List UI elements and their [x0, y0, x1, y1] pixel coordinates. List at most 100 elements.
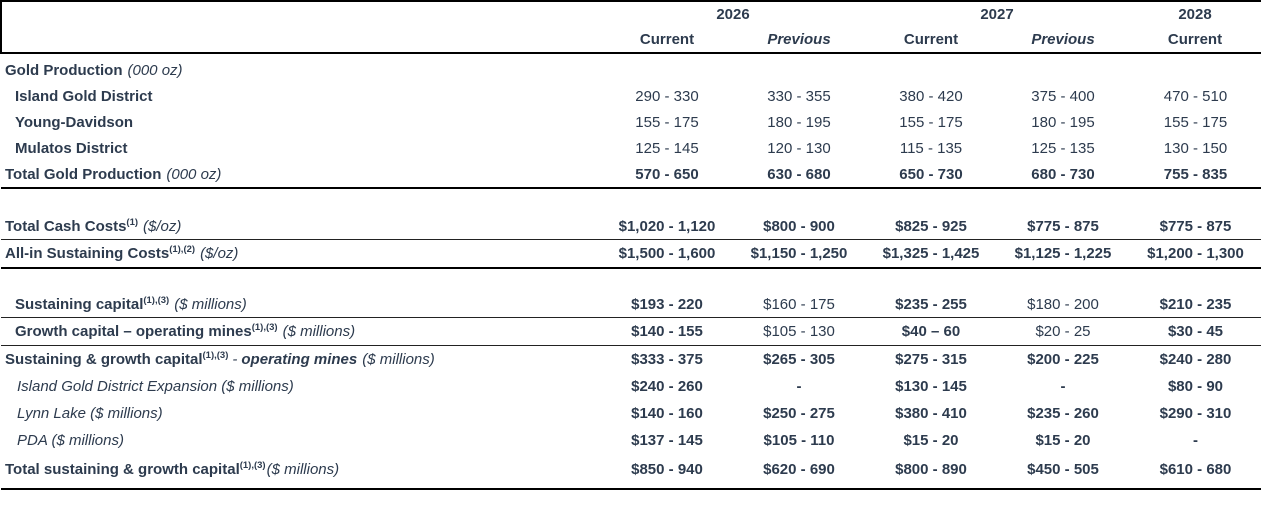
col-2028-current: Current — [1129, 27, 1261, 54]
value-cell: $275 - 315 — [895, 351, 967, 368]
value-cell: 680 - 730 — [997, 161, 1129, 189]
value-cell: 630 - 680 — [733, 161, 865, 189]
row-lynn-lake: Lynn Lake ($ millions) $140 - 160 $250 -… — [1, 400, 1261, 427]
value-cell: $1,325 - 1,425 — [865, 239, 997, 269]
value-cell: 755 - 835 — [1129, 161, 1261, 189]
row-label: PDA ($ millions) — [17, 432, 124, 449]
row-label: Total sustaining & growth capital(1),(3)… — [1, 454, 601, 490]
value-cell: 290 - 330 — [635, 87, 699, 105]
value-cell: $105 - 110 — [763, 432, 835, 449]
value-cell — [601, 53, 733, 83]
value-cell: 470 - 510 — [1163, 87, 1228, 105]
value-cell: $160 - 175 — [733, 291, 865, 318]
value-cell: $850 - 940 — [601, 454, 733, 490]
row-label: Growth capital – operating mines(1),(3)(… — [1, 317, 601, 346]
value-cell — [997, 53, 1129, 83]
header-spacer-cell — [0, 27, 601, 54]
value-cell: $610 - 680 — [1129, 454, 1261, 490]
value-cell: $380 - 410 — [895, 405, 967, 422]
value-cell: $40 – 60 — [865, 317, 997, 346]
value-cell: 330 - 355 — [767, 87, 831, 105]
year-2027: 2027 — [865, 0, 1129, 27]
value-cell — [1129, 53, 1261, 83]
value-cell: $775 - 875 — [997, 213, 1129, 240]
row-total-sustaining-growth-capital: Total sustaining & growth capital(1),(3)… — [1, 454, 1261, 490]
row-label: Mulatos District — [15, 139, 128, 157]
value-cell: $800 - 900 — [733, 213, 865, 240]
value-cell: $15 - 20 — [903, 432, 959, 449]
row-mulatos-district: Mulatos District 125 - 145 120 - 130 115… — [1, 135, 1261, 161]
value-cell: $333 - 375 — [631, 351, 703, 368]
col-2027-previous: Previous — [997, 27, 1129, 54]
row-label: Sustaining capital(1),(3) ($ millions) — [1, 291, 601, 318]
value-cell: $240 - 260 — [631, 378, 703, 395]
column-header-row: Current Previous Current Previous Curren… — [0, 27, 1261, 54]
value-cell: $1,020 - 1,120 — [601, 213, 733, 240]
row-gold-production-header: Gold Production (000 oz) — [1, 53, 1261, 83]
value-cell: 380 - 420 — [899, 87, 963, 105]
value-cell: $775 - 875 — [1129, 213, 1261, 240]
row-label: Young-Davidson — [15, 113, 134, 131]
value-cell: $140 - 160 — [631, 405, 703, 422]
row-pda: PDA ($ millions) $137 - 145 $105 - 110 $… — [1, 427, 1261, 454]
value-cell: 125 - 145 — [635, 139, 699, 157]
row-total-cash-costs: Total Cash Costs(1) ($/oz) $1,020 - 1,120… — [1, 213, 1261, 240]
row-label: Sustaining & growth capital(1),(3) - opera… — [5, 350, 435, 368]
col-2026-previous: Previous — [733, 27, 865, 54]
spacer-row — [1, 188, 1261, 213]
value-cell: $130 - 145 — [895, 378, 967, 395]
row-young-davidson: Young-Davidson 155 - 175 180 - 195 155 -… — [1, 109, 1261, 135]
value-cell: 115 - 135 — [899, 139, 963, 157]
value-cell: $105 - 130 — [733, 317, 865, 346]
year-header-row: 2026 2027 2028 — [0, 0, 1261, 27]
value-cell: $290 - 310 — [1159, 405, 1232, 422]
row-label: All-in Sustaining Costs(1),(2) ($/oz) — [1, 239, 601, 269]
value-cell: $265 - 305 — [763, 351, 835, 368]
value-cell: $450 - 505 — [997, 454, 1129, 490]
value-cell: $1,200 - 1,300 — [1129, 239, 1261, 269]
value-cell: $1,150 - 1,250 — [733, 239, 865, 269]
value-cell: - — [1193, 432, 1198, 449]
row-sustaining-capital: Sustaining capital(1),(3) ($ millions) $1… — [1, 291, 1261, 318]
row-sustaining-growth-capital-operating-mines: Sustaining & growth capital(1),(3) - opera… — [1, 346, 1261, 374]
value-cell: $20 - 25 — [997, 317, 1129, 346]
value-cell: 650 - 730 — [865, 161, 997, 189]
row-label: Lynn Lake ($ millions) — [17, 405, 163, 422]
row-label: Total Cash Costs(1) ($/oz) — [1, 213, 601, 240]
row-island-gold-district: Island Gold District 290 - 330 330 - 355… — [1, 83, 1261, 109]
value-cell: $800 - 890 — [865, 454, 997, 490]
value-cell: $193 - 220 — [601, 291, 733, 318]
table-header: 2026 2027 2028 Current Previous Current … — [0, 0, 1261, 54]
value-cell: - — [1060, 378, 1066, 395]
value-cell: 570 - 650 — [601, 161, 733, 189]
value-cell: - — [796, 378, 802, 395]
row-label: Island Gold District — [15, 87, 153, 105]
value-cell: $210 - 235 — [1129, 291, 1261, 318]
row-island-gold-district-expansion: Island Gold District Expansion ($ millio… — [1, 373, 1261, 400]
value-cell: $30 - 45 — [1129, 317, 1261, 346]
value-cell: $140 - 155 — [601, 317, 733, 346]
row-growth-capital-operating-mines: Growth capital – operating mines(1),(3)(… — [1, 317, 1261, 346]
value-cell: 125 - 135 — [1031, 139, 1095, 157]
value-cell: 180 - 195 — [1031, 113, 1095, 131]
value-cell: $15 - 20 — [1035, 432, 1091, 449]
value-cell — [865, 53, 997, 83]
value-cell: $1,125 - 1,225 — [997, 239, 1129, 269]
value-cell: $235 - 260 — [1027, 405, 1099, 422]
value-cell: $825 - 925 — [865, 213, 997, 240]
row-label: Total Gold Production (000 oz) — [1, 161, 601, 189]
year-2028: 2028 — [1129, 0, 1261, 27]
value-cell: 375 - 400 — [1031, 87, 1095, 105]
value-cell: $1,500 - 1,600 — [601, 239, 733, 269]
value-cell: 155 - 175 — [899, 113, 963, 131]
year-2026: 2026 — [601, 0, 865, 27]
row-all-in-sustaining-costs: All-in Sustaining Costs(1),(2) ($/oz) $1,… — [1, 239, 1261, 269]
value-cell: $235 - 255 — [865, 291, 997, 318]
spacer-row — [1, 489, 1261, 510]
value-cell: 130 - 150 — [1163, 139, 1228, 157]
value-cell: 155 - 175 — [1163, 113, 1228, 131]
value-cell: $180 - 200 — [997, 291, 1129, 318]
value-cell: 180 - 195 — [767, 113, 831, 131]
